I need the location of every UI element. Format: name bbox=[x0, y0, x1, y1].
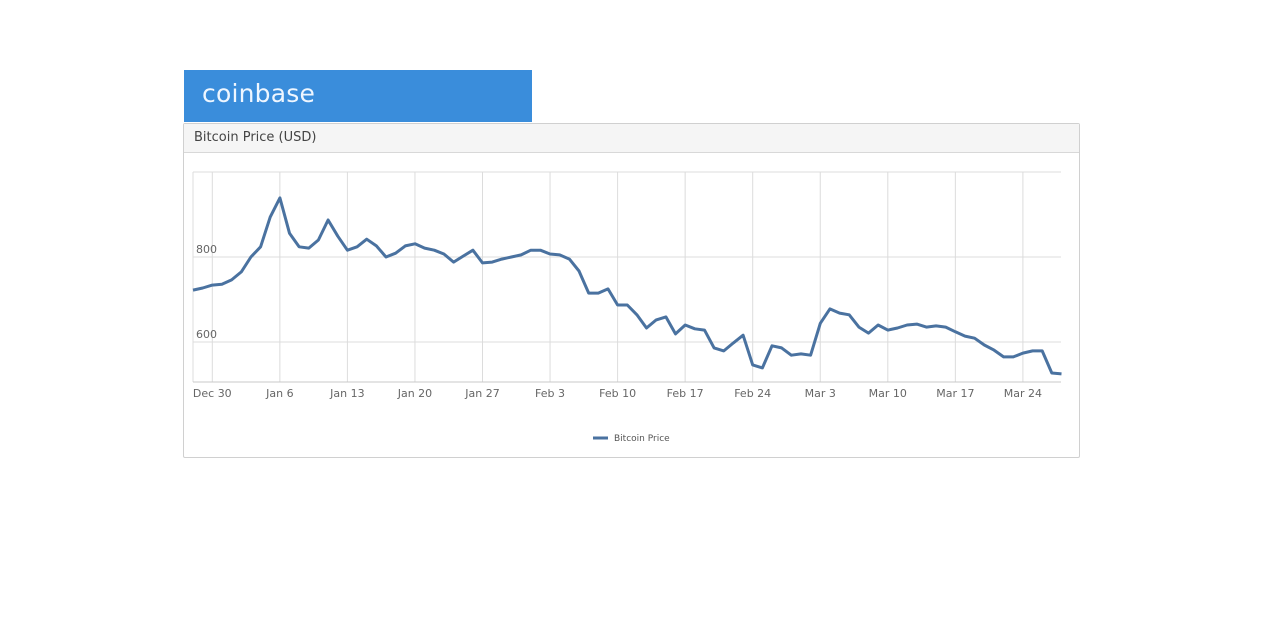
x-tick-label: Mar 3 bbox=[805, 387, 836, 400]
y-tick-label: 800 bbox=[196, 243, 217, 256]
x-tick-label: Feb 17 bbox=[667, 387, 704, 400]
brand-logo-text: coinbase bbox=[202, 79, 316, 108]
x-tick-label: Jan 20 bbox=[397, 387, 432, 400]
chart-panel: Bitcoin Price (USD) bbox=[183, 123, 1080, 458]
x-tick-label: Feb 3 bbox=[535, 387, 565, 400]
x-tick-label: Jan 27 bbox=[464, 387, 499, 400]
x-tick-label: Feb 10 bbox=[599, 387, 636, 400]
brand-banner: coinbase bbox=[184, 70, 532, 122]
x-tick-label: Mar 17 bbox=[936, 387, 974, 400]
panel-header: Bitcoin Price (USD) bbox=[184, 124, 1079, 153]
panel-title: Bitcoin Price (USD) bbox=[194, 130, 317, 145]
x-tick-label: Feb 24 bbox=[734, 387, 771, 400]
bitcoin-price-series bbox=[192, 196, 1062, 376]
y-tick-label: 600 bbox=[196, 328, 217, 341]
x-tick-label: Jan 13 bbox=[329, 387, 364, 400]
x-tick-label: Dec 30 bbox=[193, 387, 232, 400]
x-tick-label: Mar 24 bbox=[1004, 387, 1042, 400]
legend-label[interactable]: Bitcoin Price bbox=[614, 434, 670, 444]
x-tick-label: Mar 10 bbox=[869, 387, 907, 400]
x-tick-label: Jan 6 bbox=[265, 387, 293, 400]
